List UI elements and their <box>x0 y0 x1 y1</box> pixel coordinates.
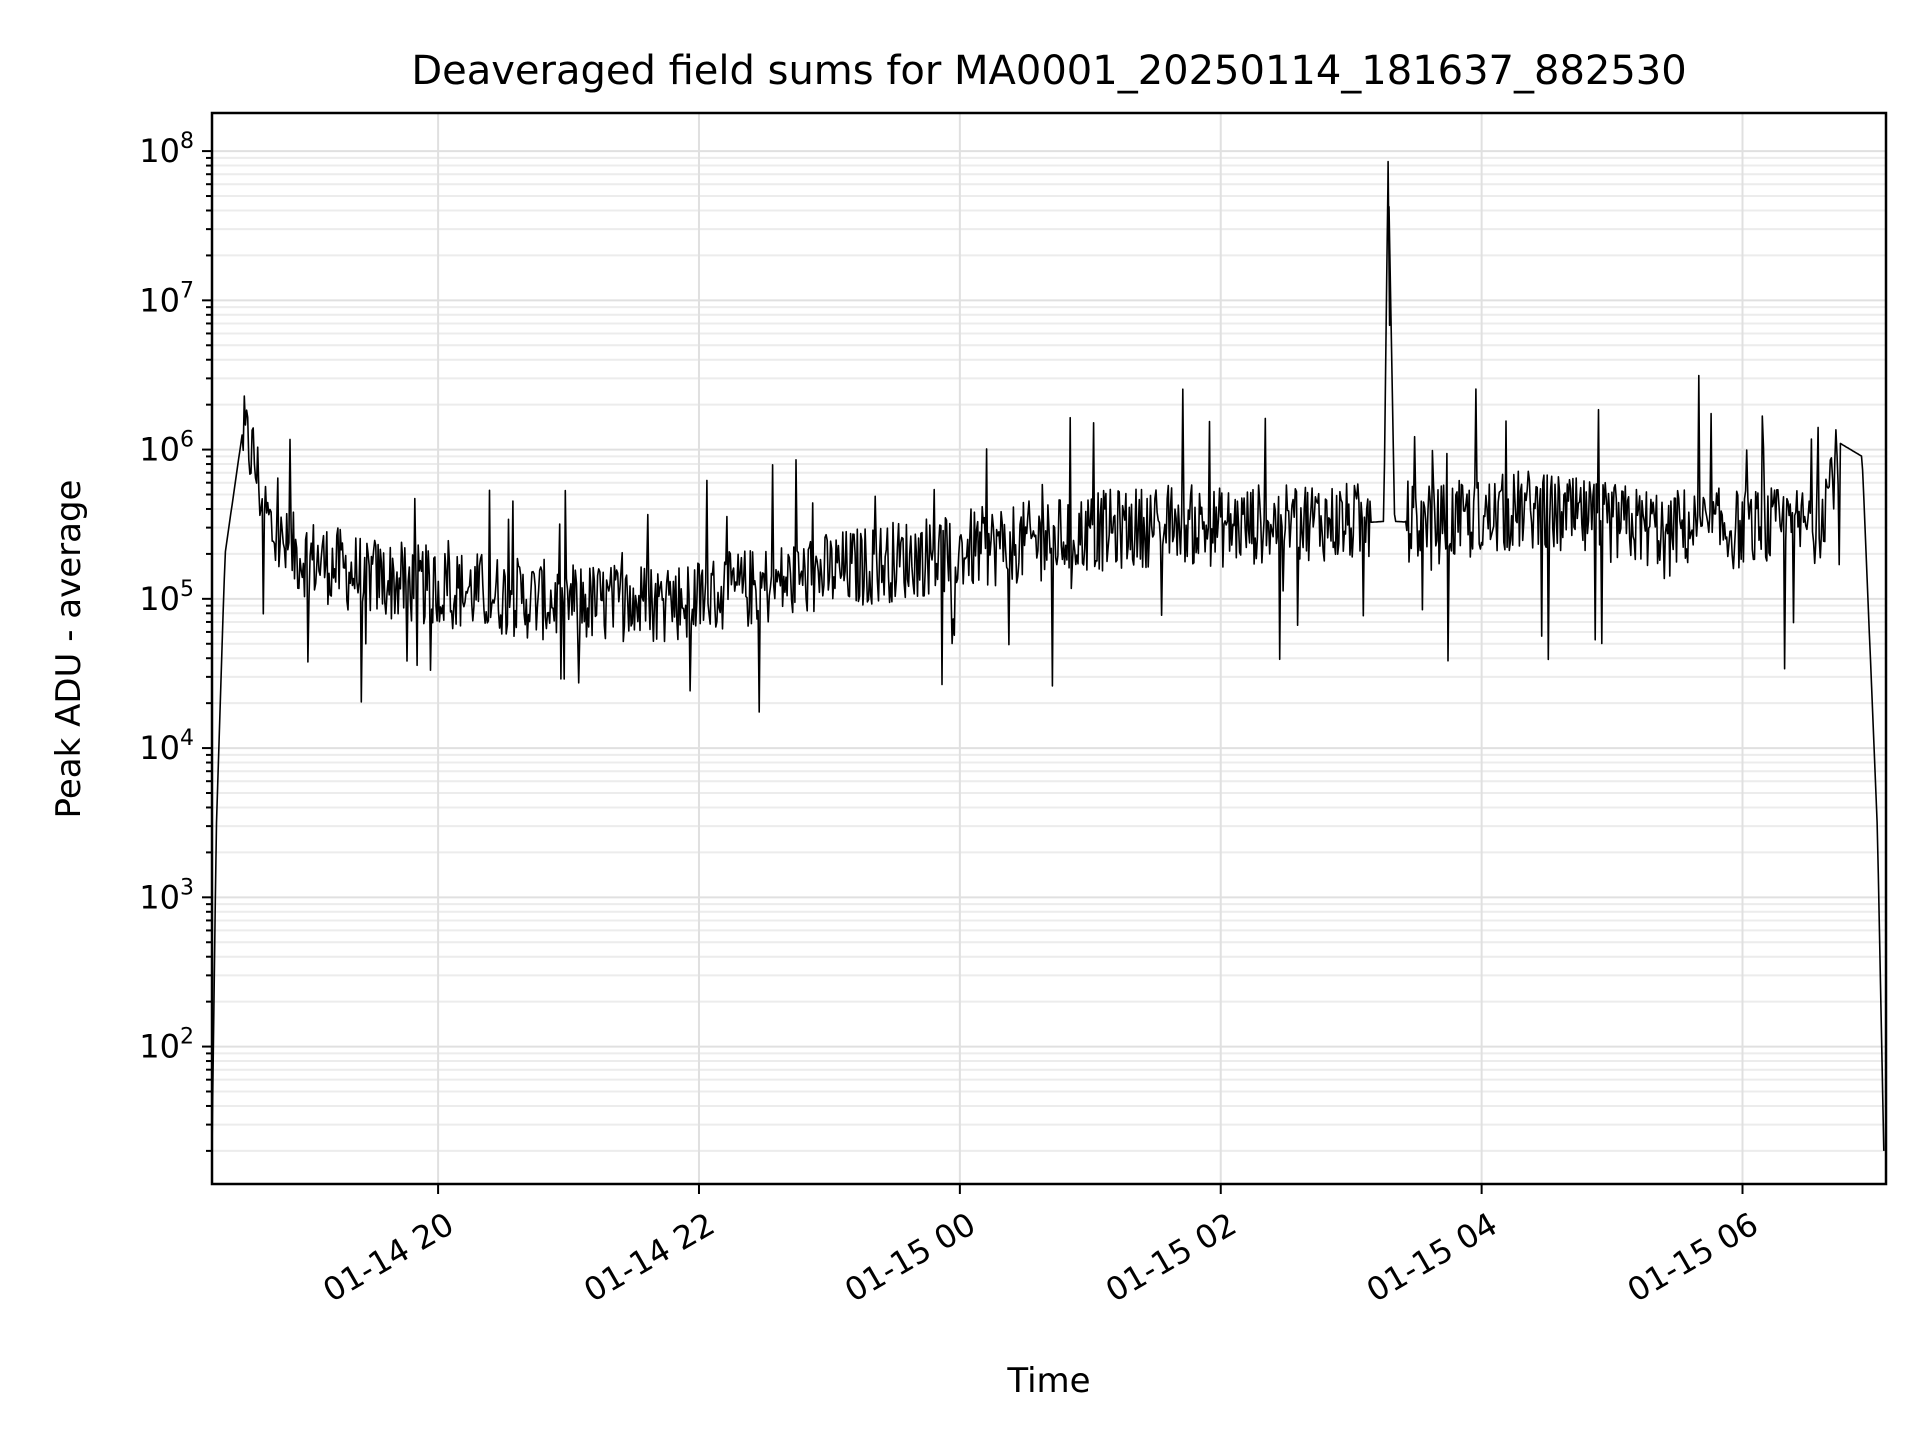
y-tick-label: 105 <box>139 577 194 618</box>
y-tick-label: 106 <box>139 428 194 469</box>
y-axis-label: Peak ADU - average <box>49 480 89 819</box>
y-axis: 102 103 104 105 106 107 108 <box>139 129 212 1152</box>
y-tick-label: 102 <box>139 1025 194 1066</box>
x-axis-label: Time <box>1006 1361 1090 1401</box>
y-tick-label: 108 <box>139 129 194 170</box>
plot-frame <box>210 111 1888 1186</box>
y-tick-label: 107 <box>139 278 194 319</box>
series-line <box>211 160 1885 1151</box>
y-tick-label: 104 <box>139 726 194 767</box>
y-tick-label: 103 <box>139 875 194 916</box>
chart-title: Deaveraged field sums for MA0001_2025011… <box>411 48 1686 94</box>
